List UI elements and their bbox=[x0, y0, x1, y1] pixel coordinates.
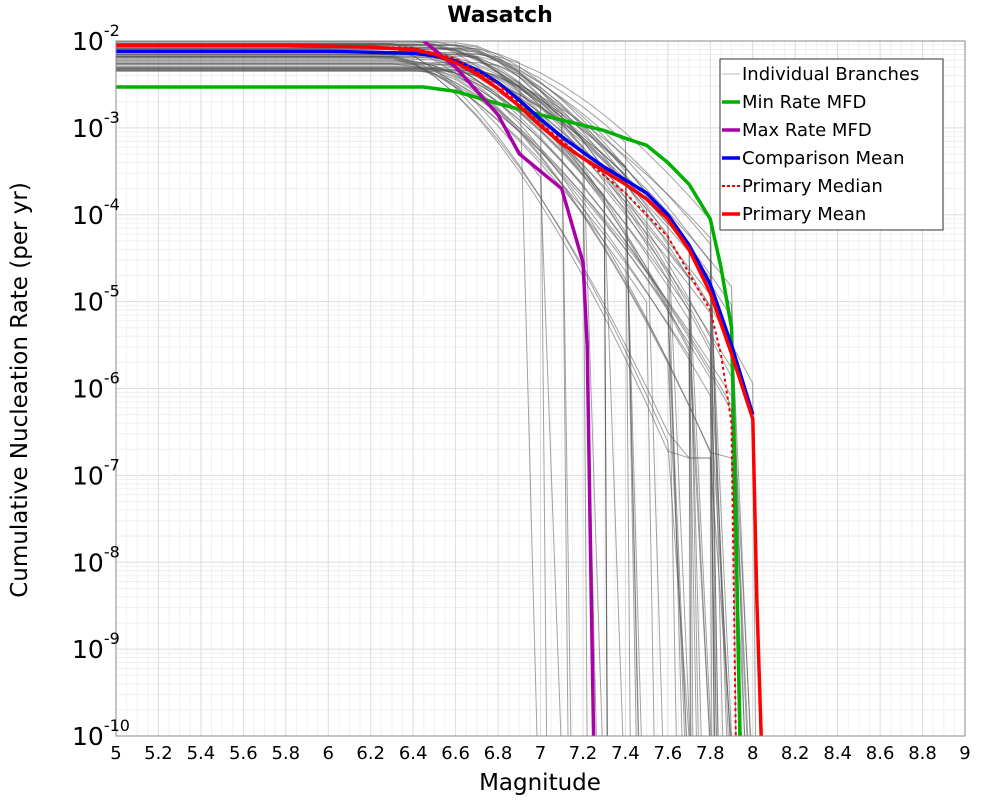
x-tick-label: 7 bbox=[535, 743, 546, 764]
series-primary-mean bbox=[116, 43, 763, 736]
x-tick-label: 8.6 bbox=[866, 743, 895, 764]
x-tick-label: 9 bbox=[959, 743, 970, 764]
branch-line bbox=[116, 64, 691, 736]
x-tick-label: 6 bbox=[323, 743, 334, 764]
series-max-rate-mfd bbox=[422, 41, 596, 736]
branch-line bbox=[116, 58, 752, 736]
y-tick-label: 10-9 bbox=[72, 629, 120, 664]
y-tick-label: 10-2 bbox=[72, 21, 120, 56]
legend-label: Max Rate MFD bbox=[742, 120, 872, 141]
x-tick-label: 7.2 bbox=[569, 743, 598, 764]
branch-line bbox=[116, 69, 731, 736]
x-tick-label: 8 bbox=[747, 743, 758, 764]
legend: Individual Branches Min Rate MFD Max Rate … bbox=[719, 58, 944, 231]
legend-label: Individual Branches bbox=[742, 64, 919, 85]
branch-line bbox=[116, 57, 745, 736]
branch-line bbox=[116, 41, 692, 736]
x-tick-label: 8.2 bbox=[781, 743, 810, 764]
x-tick-label: 6.8 bbox=[484, 743, 513, 764]
y-tick-label: 10-3 bbox=[72, 108, 120, 143]
y-axis-label: Cumulative Nucleation Rate (per yr) bbox=[7, 182, 33, 598]
legend-box bbox=[719, 58, 944, 231]
x-tick-label: 7.8 bbox=[696, 743, 725, 764]
x-tick-label: 7.6 bbox=[654, 743, 683, 764]
x-tick-label: 6.6 bbox=[441, 743, 470, 764]
y-tick-label: 10-10 bbox=[72, 716, 130, 751]
legend-label: Comparison Mean bbox=[742, 148, 905, 169]
x-tick-label: 8.8 bbox=[908, 743, 937, 764]
series-min-rate-mfd bbox=[116, 85, 742, 736]
legend-label: Primary Mean bbox=[742, 204, 866, 225]
x-tick-label: 6.2 bbox=[356, 743, 385, 764]
y-tick-label: 10-4 bbox=[72, 195, 120, 230]
branch-line bbox=[116, 68, 687, 736]
y-tick-label: 10-5 bbox=[72, 282, 120, 317]
y-tick-label: 10-8 bbox=[72, 542, 120, 577]
x-tick-label: 5 bbox=[110, 743, 121, 764]
y-ticks: 10-2 10-3 10-4 10-5 10-6 10-7 10-8 10-9 10-10 bbox=[72, 21, 130, 751]
x-tick-label: 5.2 bbox=[144, 743, 173, 764]
x-ticks: 5 5.2 5.4 5.6 5.8 6 6.2 6.4 6.6 6.8 7 7.2 7.4 7.6 7.8 8… bbox=[110, 743, 970, 764]
plot-frame bbox=[115, 40, 966, 737]
branch-line bbox=[116, 63, 711, 736]
x-axis-label: Magnitude bbox=[479, 770, 601, 796]
x-tick-label: 5.6 bbox=[229, 743, 258, 764]
x-tick-label: 7.4 bbox=[611, 743, 640, 764]
branch-line bbox=[116, 62, 631, 736]
chart-title: Wasatch bbox=[447, 3, 553, 28]
series-group bbox=[116, 41, 763, 736]
x-tick-label: 6.4 bbox=[399, 743, 428, 764]
y-tick-label: 10-6 bbox=[72, 369, 120, 404]
y-tick-label: 10-7 bbox=[72, 455, 120, 490]
series-comparison-mean bbox=[116, 49, 755, 416]
x-tick-label: 8.4 bbox=[823, 743, 852, 764]
legend-label: Min Rate MFD bbox=[742, 92, 866, 113]
x-tick-label: 5.8 bbox=[271, 743, 300, 764]
legend-label: Primary Median bbox=[742, 176, 883, 197]
x-tick-label: 5.4 bbox=[187, 743, 216, 764]
